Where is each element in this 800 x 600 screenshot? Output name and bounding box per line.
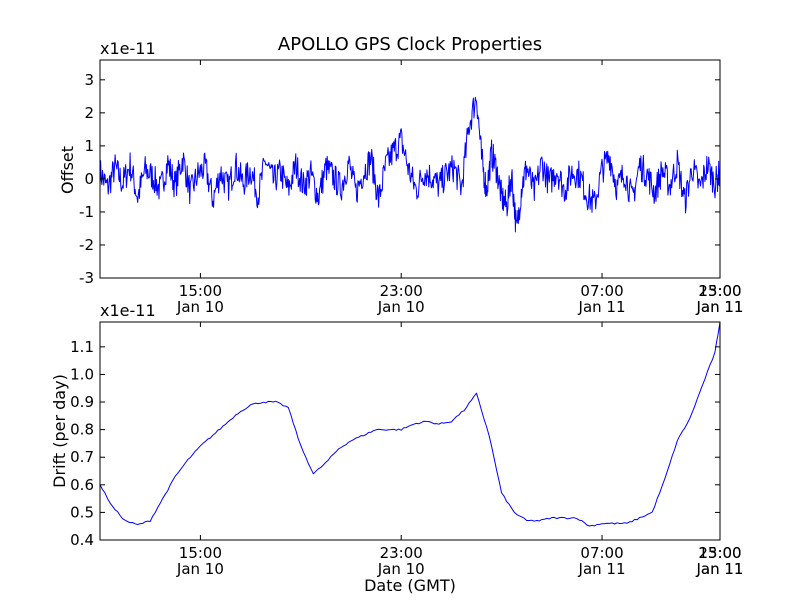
drift-scale-label: x1e-11 <box>100 301 156 320</box>
drift-x-tick-date-label: Jan 10 <box>176 560 224 578</box>
offset-y-tick-label: 2 <box>84 104 94 122</box>
offset-y-tick-label: -3 <box>79 269 94 287</box>
offset-x-tick-date-label: Jan 10 <box>176 298 224 316</box>
drift-x-tick-time-label: 15:00 <box>179 544 222 562</box>
offset-panel: APOLLO GPS Clock Properties x1e-11 Offse… <box>58 34 743 316</box>
drift-y-tick-label: 0.4 <box>70 531 94 549</box>
drift-y-tick-label: 1.0 <box>70 365 94 383</box>
chart-title: APOLLO GPS Clock Properties <box>278 34 542 55</box>
offset-y-label: Offset <box>58 146 77 194</box>
drift-y-tick-label: 0.7 <box>70 448 94 466</box>
drift-x-tick-time-label: 23:00 <box>380 544 423 562</box>
offset-y-tick-label: 1 <box>84 137 94 155</box>
drift-x-tick-time-label: 15:00 <box>698 544 741 562</box>
drift-x-tick-date-label: Jan 11 <box>696 560 744 578</box>
drift-x-tick-date-label: Jan 11 <box>696 560 744 578</box>
offset-series-line <box>100 96 720 233</box>
offset-y-tick-label: -2 <box>79 236 94 254</box>
offset-y-tick-label: -1 <box>79 203 94 221</box>
offset-scale-label: x1e-11 <box>100 39 156 58</box>
x-axis-label: Date (GMT) <box>364 576 456 595</box>
offset-x-tick-date-label: Jan 10 <box>377 298 425 316</box>
drift-x-tick-time-label: 23:00 <box>698 544 741 562</box>
offset-x-tick-date-label: Jan 11 <box>578 298 626 316</box>
offset-axes-frame <box>99 59 721 279</box>
offset-y-tick-label: 0 <box>84 170 94 188</box>
drift-x-tick-time-label: 07:00 <box>580 544 623 562</box>
drift-panel: x1e-11 Drift (per day) Date (GMT) 0.4 0.5… <box>50 301 743 595</box>
drift-series-line <box>100 322 720 527</box>
offset-x-tick-time-label: 07:00 <box>580 282 623 300</box>
drift-x-tick-date-label: Jan 11 <box>578 560 626 578</box>
drift-y-tick-label: 0.5 <box>70 503 94 521</box>
offset-x-tick-date-label: Jan 11 <box>696 298 744 316</box>
offset-x-tick-time-label: 23:00 <box>698 282 741 300</box>
drift-x-tick-date-label: Jan 10 <box>377 560 425 578</box>
drift-y-tick-label: 0.6 <box>70 476 94 494</box>
offset-x-tick-date-label: Jan 11 <box>696 298 744 316</box>
drift-y-tick-label: 0.9 <box>70 393 94 411</box>
drift-y-tick-label: 0.8 <box>70 421 94 439</box>
offset-x-tick-time-label: 15:00 <box>698 282 741 300</box>
offset-x-tick-time-label: 15:00 <box>179 282 222 300</box>
offset-y-tick-label: 3 <box>84 71 94 89</box>
drift-y-label: Drift (per day) <box>50 374 69 488</box>
drift-y-tick-label: 1.1 <box>70 338 94 356</box>
drift-axes-frame <box>99 321 721 541</box>
offset-x-tick-time-label: 23:00 <box>380 282 423 300</box>
